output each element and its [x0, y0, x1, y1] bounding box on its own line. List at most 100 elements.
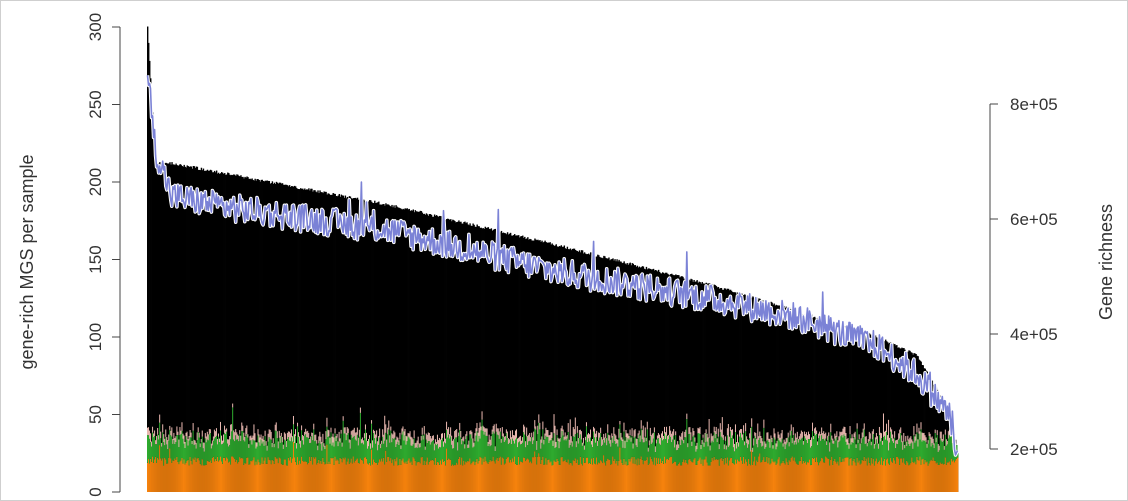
bar-segment: [758, 436, 760, 440]
bar-segment: [715, 434, 718, 459]
bar-total: [565, 248, 568, 492]
bar-segment: [817, 445, 819, 463]
bar-segment: [448, 458, 450, 492]
bar-segment: [637, 458, 640, 492]
bar-total: [932, 384, 935, 492]
bar-segment: [459, 456, 461, 492]
bar-segment: [466, 435, 468, 463]
bar-segment: [283, 459, 286, 492]
bar-segment: [313, 429, 315, 458]
bar-total: [218, 174, 221, 492]
bar-segment: [622, 439, 624, 448]
bar-segment: [767, 439, 769, 464]
bar-segment: [458, 432, 460, 437]
bar-segment: [256, 446, 258, 465]
bar-segment: [305, 428, 307, 435]
bar-segment: [158, 439, 160, 460]
bar-segment: [943, 449, 946, 464]
bar-segment: [448, 434, 450, 459]
bar-segment: [915, 440, 917, 465]
bar-segment: [619, 447, 621, 492]
bar-segment: [497, 435, 500, 461]
bar-segment: [552, 440, 554, 447]
bar-total: [925, 370, 927, 492]
bar-segment: [537, 425, 539, 435]
bar-segment: [888, 463, 890, 492]
bar-segment: [459, 422, 461, 430]
bar-segment: [461, 457, 463, 492]
bar-segment: [909, 464, 911, 492]
bar-segment: [693, 435, 695, 460]
bar-segment: [806, 443, 809, 463]
bar-segment: [635, 438, 638, 446]
bar-segment: [915, 464, 917, 492]
bar-segment: [412, 439, 415, 445]
bar-total: [355, 198, 358, 493]
left-tick-label: 200: [86, 168, 105, 196]
bar-segment: [674, 439, 676, 448]
bar-segment: [460, 437, 462, 465]
bar-total: [334, 193, 336, 492]
bar-segment: [607, 458, 609, 492]
bar-segment: [826, 457, 828, 492]
bar-segment: [457, 442, 459, 451]
bar-segment: [927, 440, 929, 444]
bar-total: [691, 279, 693, 492]
bar-segment: [675, 435, 677, 462]
bar-segment: [658, 443, 661, 464]
bar-total: [607, 258, 609, 492]
bar-segment: [702, 434, 704, 438]
bar-segment: [437, 440, 440, 449]
bar-segment: [597, 464, 599, 492]
bar-segment: [761, 438, 763, 447]
bar-segment: [707, 465, 710, 492]
bar-segment: [628, 439, 630, 459]
bar-segment: [708, 438, 711, 466]
bar-segment: [494, 463, 497, 492]
bar-segment: [171, 427, 173, 437]
bar-segment: [892, 462, 894, 492]
bar-segment: [586, 442, 589, 458]
bar-segment: [916, 432, 918, 457]
bar-total: [164, 163, 166, 492]
bar-segment: [167, 463, 169, 492]
bar-total: [621, 263, 623, 492]
bar-segment: [591, 440, 593, 445]
bar-segment: [660, 437, 663, 463]
bar-segment: [337, 446, 339, 461]
bar-segment: [688, 459, 690, 492]
bar-segment: [855, 448, 858, 466]
bar-segment: [932, 438, 935, 445]
bar-segment: [397, 437, 399, 442]
bar-segment: [685, 437, 687, 460]
bar-segment: [690, 440, 692, 461]
bar-segment: [205, 464, 208, 492]
bar-segment: [157, 427, 159, 435]
bar-segment: [206, 431, 209, 440]
bar-segment: [838, 441, 840, 466]
bar-segment: [268, 459, 271, 492]
bar-segment: [941, 463, 944, 492]
bar-segment: [399, 458, 401, 492]
bar-segment: [775, 464, 777, 492]
bar-segment: [720, 429, 723, 437]
bar-segment: [727, 423, 730, 448]
bar-segment: [798, 436, 801, 440]
bar-segment: [361, 442, 364, 461]
bar-segment: [797, 439, 800, 443]
bar-segment: [796, 464, 799, 492]
bar-total: [641, 266, 644, 492]
bar-segment: [513, 456, 516, 492]
bar-segment: [690, 460, 692, 492]
bar-total: [337, 195, 339, 492]
bar-total: [537, 239, 539, 492]
bar-segment: [878, 460, 881, 492]
bar-total: [407, 209, 409, 493]
bar-segment: [719, 431, 722, 460]
bar-segment: [359, 458, 362, 492]
bar-total: [179, 164, 181, 492]
bar-total: [574, 249, 577, 492]
bar-total: [730, 290, 733, 492]
bar-segment: [211, 445, 214, 458]
bar-total: [539, 240, 541, 492]
